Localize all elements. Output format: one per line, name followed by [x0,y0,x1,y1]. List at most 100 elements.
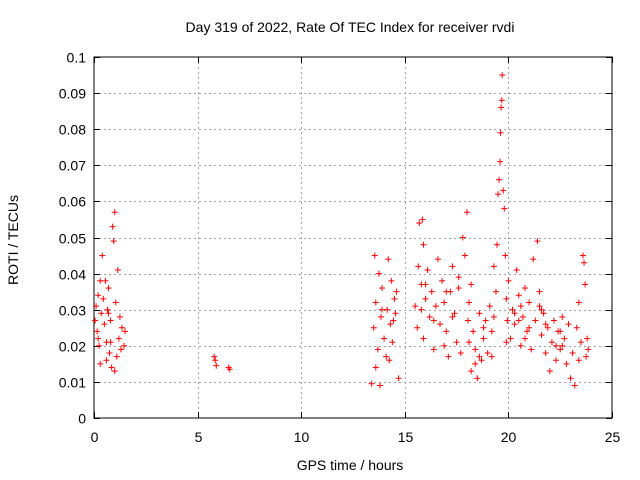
data-point [557,328,564,335]
data-point [466,339,473,346]
data-point [97,360,104,367]
data-point [497,129,504,136]
data-point [538,331,545,338]
data-point [388,277,395,284]
data-point [581,259,588,266]
data-point [430,317,437,324]
data-point [434,256,441,263]
data-point [422,295,429,302]
data-point [428,288,435,295]
data-point [474,375,481,382]
data-point [418,306,425,313]
data-point [420,241,427,248]
data-point [104,306,111,313]
data-point [584,335,591,342]
data-point [582,281,589,288]
data-point [546,368,553,375]
data-point [439,277,446,284]
data-point [457,350,464,357]
data-point [530,256,537,263]
x-tick-label: 25 [605,429,621,445]
y-tick-label: 0.05 [59,231,86,247]
data-point [515,292,522,299]
data-point [488,328,495,335]
data-point [443,288,450,295]
data-point [377,313,384,320]
data-point [385,256,392,263]
data-point [461,252,468,259]
data-point [387,321,394,328]
data-point [372,364,379,371]
data-point [521,335,528,342]
data-point [96,342,103,349]
data-point [375,270,382,277]
data-point [497,158,504,165]
data-point [109,223,116,230]
x-tick-label: 15 [398,429,414,445]
data-point [95,335,102,342]
data-point [426,313,433,320]
data-point [114,266,121,273]
data-point [372,299,379,306]
data-point [95,292,102,299]
data-point [371,252,378,259]
data-point [542,321,549,328]
data-point [464,317,471,324]
data-point [94,328,101,335]
data-point [430,346,437,353]
data-point [503,295,510,302]
data-point [470,328,477,335]
data-point [451,310,458,317]
data-point [536,288,543,295]
data-point [393,288,400,295]
data-point [532,317,539,324]
data-point [575,299,582,306]
data-point [443,328,450,335]
data-point [106,350,113,357]
y-tick-label: 0.06 [59,194,86,210]
data-point [517,342,524,349]
data-point [107,339,114,346]
data-point [459,234,466,241]
data-point [449,263,456,270]
data-point [455,274,462,281]
data-point [579,252,586,259]
data-point [101,321,108,328]
data-point [553,342,560,349]
data-point [509,306,516,313]
data-point [468,281,475,288]
data-point [93,303,100,310]
data-point [548,339,555,346]
y-tick-label: 0.07 [59,158,86,174]
data-point [115,335,122,342]
data-point [488,353,495,360]
data-point [521,285,528,292]
data-point [486,303,493,310]
data-point [567,375,574,382]
data-point [379,306,386,313]
data-point [97,277,104,284]
data-point [432,303,439,310]
data-point [111,209,118,216]
data-point [412,303,419,310]
data-point [494,241,501,248]
data-point [561,335,568,342]
data-point [480,335,487,342]
y-tick-label: 0.09 [59,86,86,102]
data-point [501,205,508,212]
data-point [550,317,557,324]
data-point [563,360,570,367]
data-point [490,313,497,320]
data-point [472,346,479,353]
grid-lines [94,57,612,418]
data-point [107,317,114,324]
data-point [437,321,444,328]
data-point [503,339,510,346]
data-point [505,277,512,284]
data-point [422,281,429,288]
data-point [113,353,120,360]
data-point [100,295,107,302]
data-point [502,252,509,259]
